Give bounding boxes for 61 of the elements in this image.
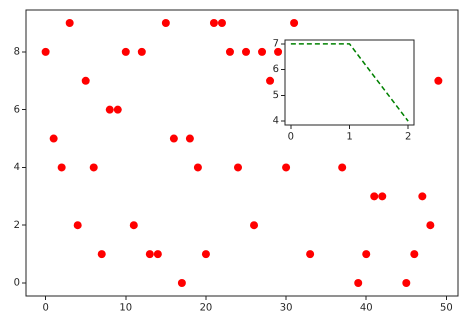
y-tick-label: 8 xyxy=(14,46,20,58)
point xyxy=(42,48,50,56)
point xyxy=(178,279,186,287)
point xyxy=(418,192,426,200)
x-tick-label: 0 xyxy=(42,302,49,314)
point xyxy=(410,250,418,258)
point xyxy=(210,19,218,27)
point xyxy=(426,221,434,230)
point xyxy=(258,48,266,56)
point xyxy=(74,221,82,230)
point xyxy=(58,163,66,172)
point xyxy=(274,48,282,56)
point xyxy=(266,76,274,85)
x-tick-label: 1 xyxy=(346,132,353,143)
point xyxy=(122,48,130,56)
point xyxy=(234,163,242,172)
x-tick-label: 30 xyxy=(280,302,292,314)
x-tick-label: 50 xyxy=(440,302,453,314)
point xyxy=(378,192,386,200)
x-tick-label: 40 xyxy=(360,302,373,314)
point xyxy=(218,19,226,27)
point xyxy=(290,19,298,27)
point xyxy=(306,250,314,258)
point xyxy=(130,221,138,230)
point xyxy=(90,163,98,172)
x-tick-label: 10 xyxy=(119,302,132,314)
point xyxy=(370,192,378,200)
y-tick-label: 2 xyxy=(14,220,20,231)
point xyxy=(154,250,162,258)
point xyxy=(354,279,362,287)
y-tick-label: 7 xyxy=(272,38,279,50)
point xyxy=(50,134,58,143)
y-tick-label: 4 xyxy=(272,116,279,127)
y-tick-label: 0 xyxy=(14,278,20,289)
y-tick-label: 4 xyxy=(14,162,20,174)
point xyxy=(66,19,74,27)
point xyxy=(138,48,146,56)
x-tick-label: 0 xyxy=(288,132,294,143)
point xyxy=(226,48,234,56)
point xyxy=(106,106,114,114)
point xyxy=(162,19,170,27)
point xyxy=(282,163,290,172)
point xyxy=(82,76,90,85)
point xyxy=(434,76,442,85)
point xyxy=(114,106,122,114)
x-tick-label: 20 xyxy=(200,302,212,314)
point xyxy=(362,250,370,258)
point xyxy=(194,163,202,172)
point xyxy=(402,279,410,287)
point xyxy=(186,134,194,143)
point xyxy=(250,221,258,230)
point xyxy=(170,134,178,143)
point xyxy=(202,250,210,258)
y-tick-label: 5 xyxy=(272,90,279,101)
point xyxy=(98,250,106,258)
point xyxy=(146,250,154,258)
x-tick-label: 2 xyxy=(404,132,412,143)
point xyxy=(242,48,250,56)
y-tick-label: 6 xyxy=(272,64,279,76)
y-tick-label: 6 xyxy=(14,104,20,116)
point xyxy=(338,163,346,172)
